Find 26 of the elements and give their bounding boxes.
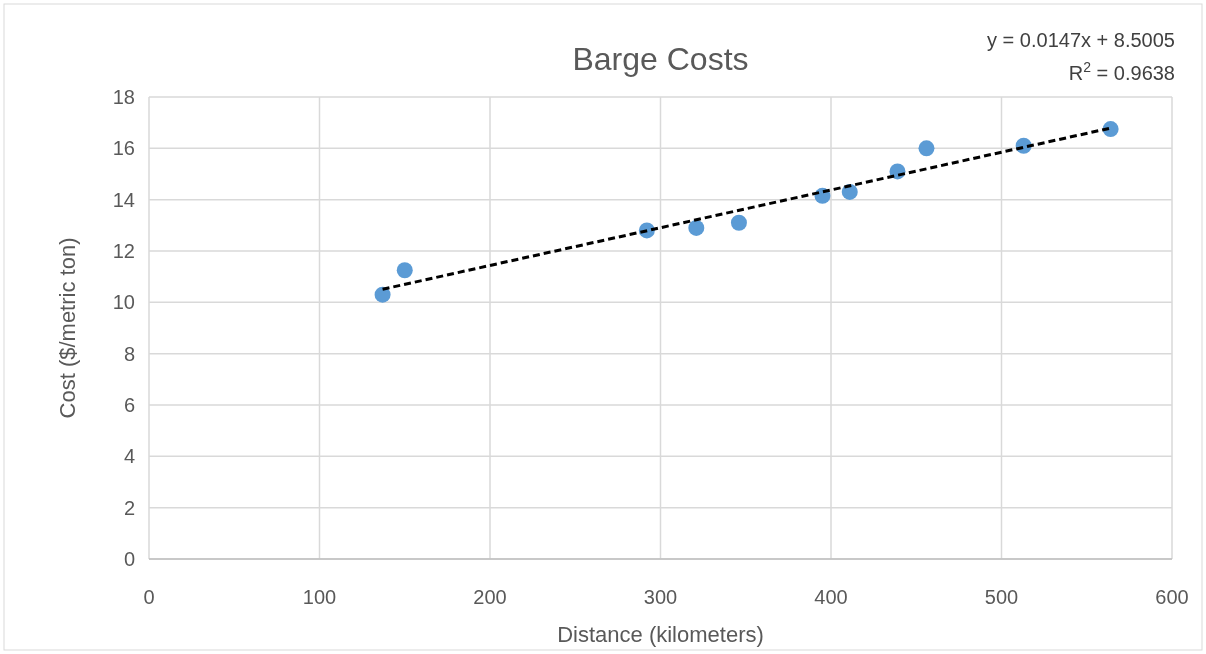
text: y = 0.0147x + 8.5005 xyxy=(987,29,1175,51)
x-tick-label: 100 xyxy=(302,586,337,608)
x-tick-label: 0 xyxy=(143,586,155,608)
point xyxy=(730,214,747,231)
x-tick-label: 400 xyxy=(814,586,848,608)
x-tick-label: 300 xyxy=(643,586,678,608)
y-tick-label: 4 xyxy=(123,445,135,468)
x-axis-title: Distance (kilometers) xyxy=(557,622,764,647)
x-tick-label: 500 xyxy=(984,586,1019,608)
y-tick-label: 18 xyxy=(112,86,135,108)
y-tick-label: 2 xyxy=(123,496,135,519)
y-tick-label: 16 xyxy=(112,137,135,160)
y-tick-label: 6 xyxy=(123,394,135,416)
y-tick-label: 14 xyxy=(112,188,135,211)
y-tick-label: 10 xyxy=(112,291,135,314)
chart-title: Barge Costs xyxy=(572,41,749,77)
point xyxy=(918,140,935,157)
x-tick-label: 200 xyxy=(473,586,507,608)
point xyxy=(688,219,705,236)
x-tick-label: 600 xyxy=(1155,586,1189,608)
y-tick-label: 12 xyxy=(112,240,135,262)
text: R$^{2}$ = 0.9638 xyxy=(1068,59,1175,84)
point xyxy=(396,262,413,279)
y-axis-title: Cost ($/metric ton) xyxy=(55,237,80,419)
y-tick-label: 0 xyxy=(123,548,135,570)
y-tick-label: 8 xyxy=(123,342,135,365)
